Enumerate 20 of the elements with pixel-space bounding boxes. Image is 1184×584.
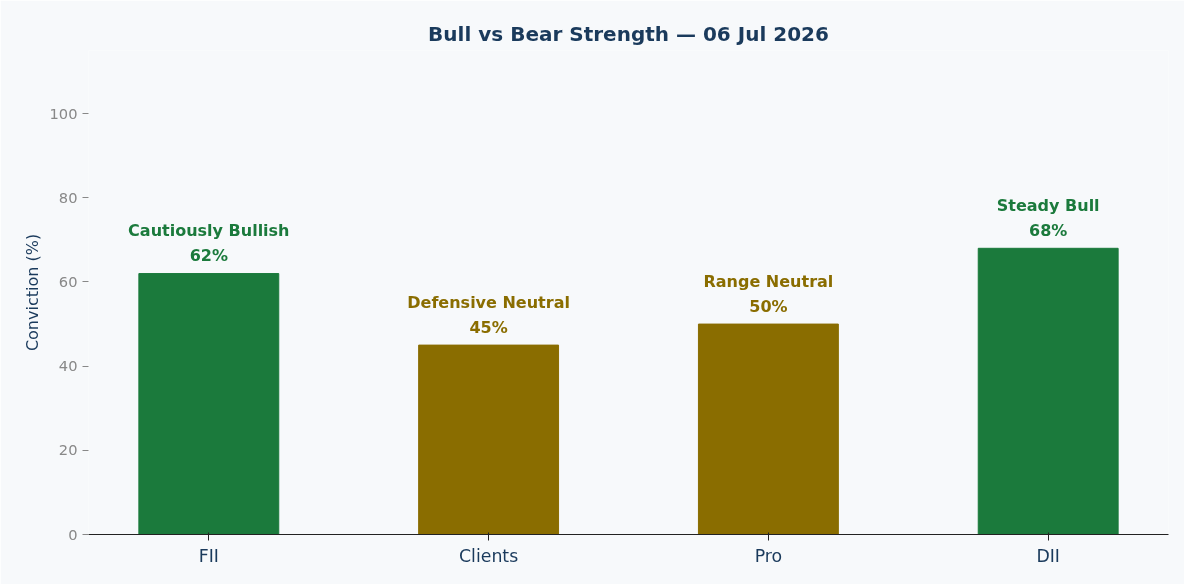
data-label: Cautiously Bullish 62% [128, 221, 290, 266]
data-label: Range Neutral 50% [703, 271, 834, 316]
chart-title: Bull vs Bear Strength — 06 Jul 2026 [428, 21, 829, 46]
x-tick-label: FII [198, 545, 219, 566]
data-label: Steady Bull 68% [996, 196, 1100, 240]
x-tick-label: Pro [754, 545, 783, 566]
bar [418, 344, 560, 535]
y-tick-label: 0 [68, 525, 78, 543]
bar [138, 273, 280, 535]
bar [697, 323, 839, 535]
y-tick-label: 60 [58, 272, 78, 290]
x-tick-label: Clients [459, 545, 519, 566]
x-tick-label: DII [1036, 545, 1060, 566]
bar [977, 247, 1119, 535]
y-tick-label: 40 [58, 357, 78, 375]
data-label: Defensive Neutral 45% [407, 292, 570, 337]
y-tick-label: 20 [58, 441, 78, 459]
y-axis-title: Conviction (%) [22, 233, 42, 352]
y-tick-label: 100 [49, 104, 78, 122]
y-tick-label: 80 [58, 188, 78, 206]
